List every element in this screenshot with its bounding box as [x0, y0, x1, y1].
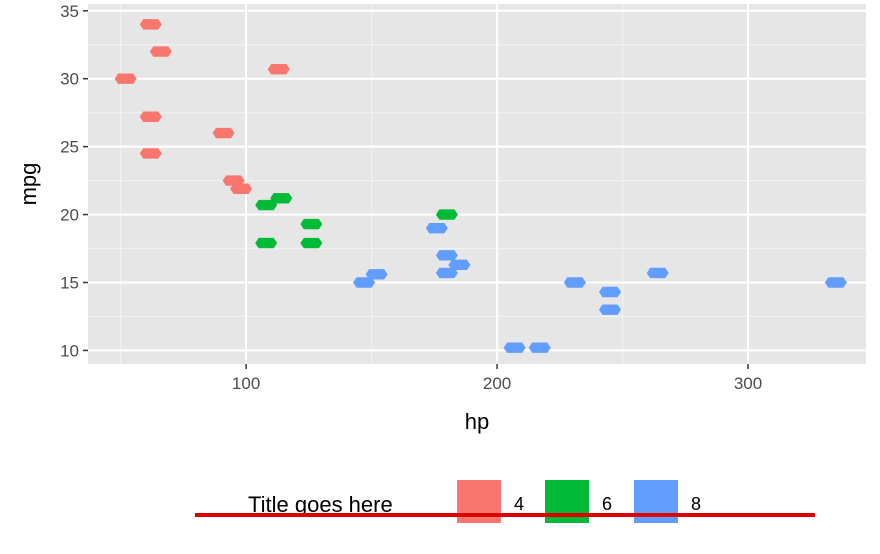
hexbin-4	[139, 148, 162, 159]
hexbin-4	[114, 73, 137, 84]
y-tick-label: 35	[60, 2, 79, 21]
legend-label-4: 4	[514, 494, 524, 514]
hexbin-8	[646, 267, 669, 279]
y-tick-label: 10	[60, 341, 79, 360]
hexbin-4	[230, 183, 253, 194]
y-tick-label: 30	[60, 70, 79, 89]
x-tick-label: 200	[483, 374, 511, 393]
hexbin-4	[267, 64, 290, 75]
hexbin-6	[255, 199, 278, 211]
legend-label-8: 8	[691, 494, 701, 514]
hexbin-4	[139, 111, 162, 122]
hexbin-8	[503, 342, 526, 353]
legend-title: Title goes here	[248, 492, 393, 517]
x-tick-label: 300	[734, 374, 762, 393]
hexbin-8	[599, 304, 622, 315]
hexbin-6	[255, 237, 278, 249]
x-axis-title: hp	[465, 409, 489, 434]
hexbin-8	[435, 267, 458, 279]
y-tick-label: 15	[60, 273, 79, 292]
hexbin-8	[824, 277, 847, 288]
hexbin-8	[435, 250, 458, 261]
hexbin-8	[425, 222, 448, 234]
x-axis: 100 200 300	[232, 364, 762, 393]
y-axis-title: mpg	[16, 163, 41, 206]
hexbin-6	[300, 237, 323, 249]
hexbin-4	[139, 19, 162, 30]
y-tick-label: 25	[60, 138, 79, 157]
y-tick-label: 20	[60, 206, 79, 225]
hexbin-6	[435, 209, 458, 220]
hexbin-4	[222, 175, 245, 186]
hexbin-8	[353, 277, 376, 288]
hexbin-8	[365, 269, 388, 280]
x-tick-label: 100	[232, 374, 260, 393]
hexbin-4	[149, 46, 172, 57]
grid-lines	[88, 4, 866, 364]
hexbin-8	[563, 277, 586, 288]
hexbin-6	[300, 218, 323, 230]
hexbin-4	[212, 127, 235, 139]
y-axis: 10 15 20 25 30 35	[60, 2, 88, 360]
hexbin-8	[528, 342, 551, 353]
hexbin-8	[599, 286, 622, 298]
hexbin-points	[114, 19, 847, 353]
hexbin-6	[270, 193, 293, 204]
plot-panel	[88, 4, 866, 364]
legend-label-6: 6	[602, 494, 612, 514]
hexbin-8	[448, 259, 471, 271]
